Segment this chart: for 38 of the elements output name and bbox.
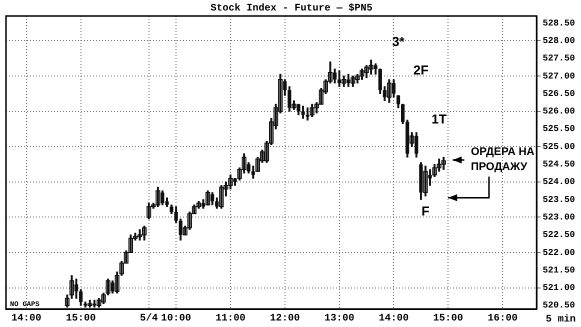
y-tick-label: 526.00 (542, 106, 575, 117)
annotation: ОРДЕРА НА ПРОДАЖУ (470, 146, 535, 173)
y-tick-label: 525.00 (542, 142, 575, 152)
y-tick-label: 523.00 (542, 212, 575, 222)
x-tick-label: 14:00 (378, 314, 409, 325)
x-tick-label: 16:00 (488, 314, 518, 325)
y-tick-label: 526.50 (542, 88, 575, 99)
x-tick-label: 10:00 (161, 314, 192, 325)
candlestick (219, 185, 224, 209)
y-tick-label: 523.50 (542, 194, 575, 205)
x-tick-label: 12:00 (270, 314, 300, 325)
candlestick (423, 166, 428, 196)
y-tick-label: 521.00 (542, 283, 575, 294)
x-tick-label: 14:00 (11, 314, 42, 325)
annotation: 2F (413, 62, 429, 78)
x-tick-label: 15:00 (66, 314, 96, 325)
y-tick-label: 521.50 (542, 265, 575, 276)
y-tick-label: 528.50 (542, 18, 575, 28)
annotation: 3* (392, 34, 406, 50)
y-tick-label: 522.50 (542, 230, 575, 240)
annotation: 1T (432, 112, 447, 127)
y-tick-label: 522.00 (542, 248, 575, 258)
y-tick-label: 524.50 (542, 160, 575, 170)
chart-title: Stock Index - Future — $PN5 (210, 2, 373, 15)
x-tick-label: 13:00 (324, 314, 354, 325)
candlestick (386, 79, 392, 103)
text: 5 min (546, 314, 576, 326)
x-tick-label: 15:00 (433, 314, 464, 325)
y-tick-label: 520.50 (542, 300, 575, 311)
candlestick (206, 190, 210, 206)
y-tick-label: 528.00 (542, 36, 575, 46)
y-tick-label: 527.50 (542, 54, 575, 64)
annotation: F (422, 204, 430, 218)
x-tick-label: 11:00 (215, 314, 246, 325)
y-tick-label: 524.00 (542, 177, 575, 188)
y-tick-label: 527.00 (542, 71, 575, 82)
y-tick-label: 525.50 (542, 124, 575, 134)
x-tick-label: 5/4 (140, 312, 158, 325)
